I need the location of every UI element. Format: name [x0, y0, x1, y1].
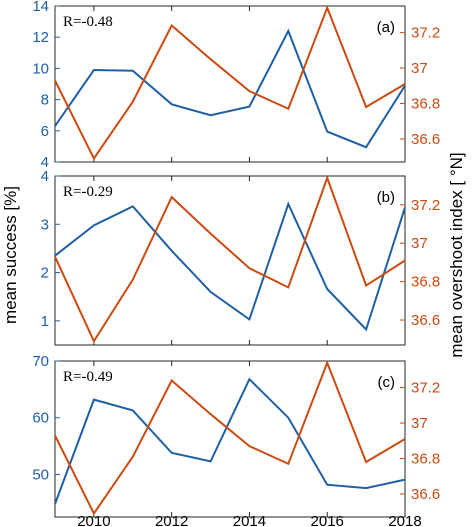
left-y-tick-label: 14 [32, 0, 49, 15]
left-y-tick-label: 6 [41, 123, 49, 140]
panel-label: (c) [378, 374, 396, 391]
left-y-tick-label: 8 [41, 92, 49, 109]
right-y-tick-label: 36.6 [411, 312, 440, 329]
right-y-tick-label: 37.2 [411, 25, 440, 42]
panel-a: 4 6 8 10 12 14 36.6 36.8 37 37.2 R=-0.48 (a) [32, 0, 440, 171]
left-y-tick-label: 2 [41, 265, 49, 282]
overshoot-series-line [54, 174, 406, 344]
right-y-tick-label: 37 [411, 60, 428, 77]
right-y-tick-label: 37 [411, 415, 428, 432]
left-y-tick-label: 70 [32, 353, 49, 370]
x-tick-label: 2012 [155, 513, 188, 527]
right-y-tick-label: 37 [411, 235, 428, 252]
right-y-tick-label: 37.2 [411, 197, 440, 214]
right-y-tick-label: 36.8 [411, 96, 440, 113]
left-y-tick-label: 1 [41, 313, 49, 330]
panel-c: 50 60 70 36.6 36.8 37 37.2 R=-0.49 (c) [32, 353, 440, 518]
left-y-tick-label: 50 [32, 466, 49, 483]
x-tick-label: 2010 [77, 513, 110, 527]
x-tick-label: 2014 [233, 513, 266, 527]
correlation-annotation: R=-0.48 [63, 14, 113, 30]
success-series-line [54, 377, 406, 505]
left-y-tick-label: 12 [32, 29, 49, 46]
overshoot-series-line [54, 360, 406, 516]
correlation-annotation: R=-0.29 [63, 184, 113, 200]
x-tick-label: 2016 [311, 513, 344, 527]
x-tick-labels: 2010 2012 2014 2016 2018 [77, 513, 421, 527]
right-axis-label: mean overshoot index [ °N] [447, 152, 466, 357]
left-y-tick-label: 4 [41, 154, 49, 171]
success-series-line [54, 201, 406, 332]
overshoot-series-line [54, 5, 406, 161]
left-y-tick-label: 60 [32, 410, 49, 427]
right-y-tick-label: 36.8 [411, 274, 440, 291]
right-y-tick-label: 36.6 [411, 131, 440, 148]
left-y-tick-label: 10 [32, 60, 49, 77]
left-axis-label: mean success [%] [1, 186, 20, 324]
x-tick-label: 2018 [388, 513, 421, 527]
right-y-tick-label: 37.2 [411, 380, 440, 397]
right-y-tick-label: 36.8 [411, 451, 440, 468]
panel-b: 1 2 3 4 36.6 36.8 37 37.2 R=-0.29 (b) [41, 168, 440, 346]
right-y-tick-label: 36.6 [411, 486, 440, 503]
panel-label: (b) [377, 189, 395, 206]
correlation-annotation: R=-0.49 [63, 369, 113, 385]
left-y-tick-label: 4 [41, 168, 49, 185]
success-series-line [54, 28, 406, 149]
left-y-tick-label: 3 [41, 216, 49, 233]
panel-label: (a) [377, 19, 395, 36]
